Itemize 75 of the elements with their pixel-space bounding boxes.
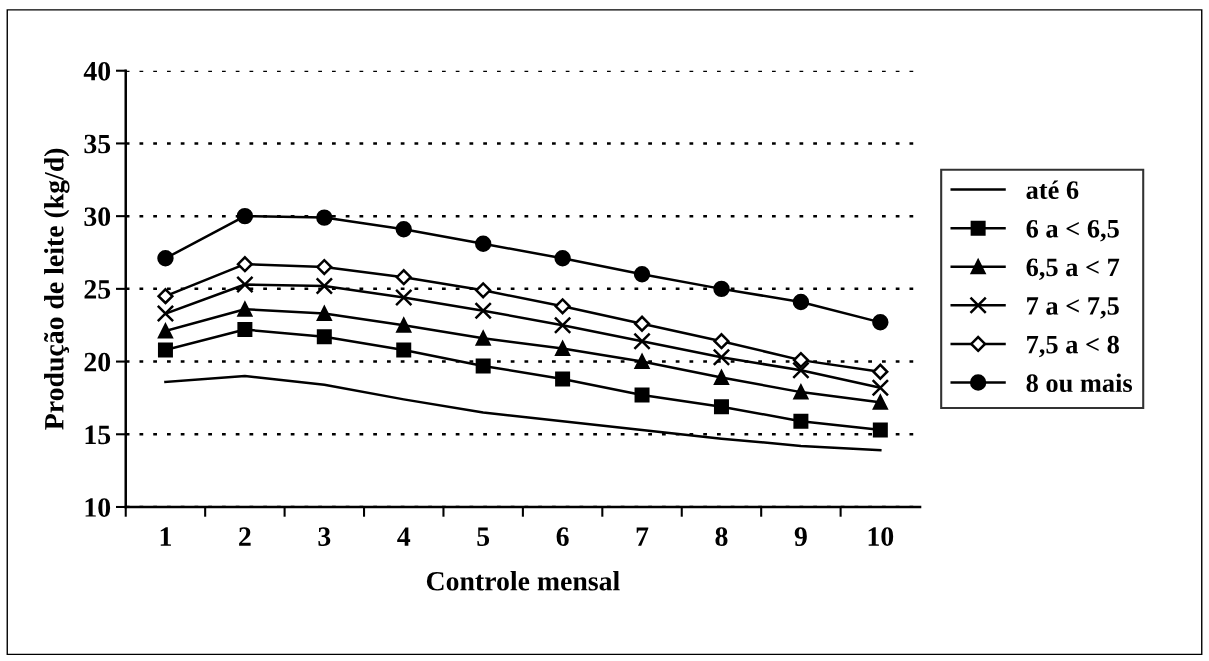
point <box>713 370 729 386</box>
y-tick-label: 30 <box>84 207 111 227</box>
point <box>712 348 731 367</box>
point <box>237 322 253 338</box>
point <box>235 275 254 294</box>
point <box>713 399 729 415</box>
x-tick-label: 2 <box>239 527 251 546</box>
point <box>157 250 174 267</box>
x-tick-label: 7 <box>636 527 649 546</box>
point <box>316 258 333 276</box>
point <box>156 304 175 323</box>
point <box>237 301 253 317</box>
x-tick-label: 8 <box>715 527 728 546</box>
point <box>872 314 889 331</box>
point <box>474 235 492 252</box>
point <box>157 342 173 358</box>
x-tick-label: 1 <box>160 527 171 546</box>
point <box>315 277 334 295</box>
point <box>157 323 173 339</box>
point <box>713 333 730 350</box>
x-tick-label: 3 <box>318 527 331 546</box>
point <box>396 342 412 358</box>
point <box>475 282 492 299</box>
point <box>872 363 889 380</box>
point <box>634 354 650 370</box>
x-tick-label: 6 <box>556 527 569 546</box>
point <box>633 332 651 351</box>
point <box>475 330 491 346</box>
point <box>633 315 651 332</box>
point <box>394 288 413 307</box>
point <box>872 394 888 410</box>
legend-label: 7,5 a < 8 <box>1027 335 1119 358</box>
y-tick-label: 40 <box>83 61 111 81</box>
legend-label: até 6 <box>1026 180 1079 200</box>
point <box>316 209 333 226</box>
point <box>792 351 810 369</box>
point <box>316 329 332 345</box>
point <box>553 316 572 335</box>
point <box>474 301 493 320</box>
x-axis-title: Controle mensal <box>426 571 620 591</box>
point <box>872 422 888 438</box>
point <box>236 256 254 273</box>
y-tick-label: 10 <box>85 498 111 517</box>
y-tick-label: 15 <box>85 425 111 445</box>
x-tick-label: 5 <box>477 527 490 546</box>
x-tick-label: 9 <box>794 527 807 546</box>
point <box>793 413 809 429</box>
point <box>236 207 254 225</box>
point <box>395 221 412 238</box>
point <box>792 293 810 311</box>
y-tick-label: 35 <box>84 134 111 154</box>
point <box>633 266 651 283</box>
legend-label: 7 a < 7,5 <box>1027 297 1119 319</box>
point <box>555 371 571 387</box>
point <box>871 378 890 397</box>
x-tick-label: 10 <box>868 527 894 546</box>
point <box>554 250 571 267</box>
point <box>316 306 332 322</box>
legend-label: 6 a < 6,5 <box>1026 219 1119 242</box>
y-axis-title: Produção de leite (kg/d) <box>44 148 70 430</box>
point <box>792 361 810 380</box>
y-tick-label: 25 <box>84 280 111 299</box>
point <box>713 280 730 298</box>
point <box>395 269 412 286</box>
y-tick-label: 20 <box>84 352 111 372</box>
legend-label: 6,5 a < 7 <box>1026 258 1120 281</box>
point <box>793 384 809 400</box>
point <box>555 340 571 356</box>
point <box>157 288 174 305</box>
point <box>634 387 650 403</box>
point <box>475 358 491 374</box>
legend-label: 8 ou mais <box>1026 373 1133 393</box>
point <box>554 298 571 315</box>
x-tick-label: 4 <box>397 527 411 546</box>
point <box>396 317 412 333</box>
